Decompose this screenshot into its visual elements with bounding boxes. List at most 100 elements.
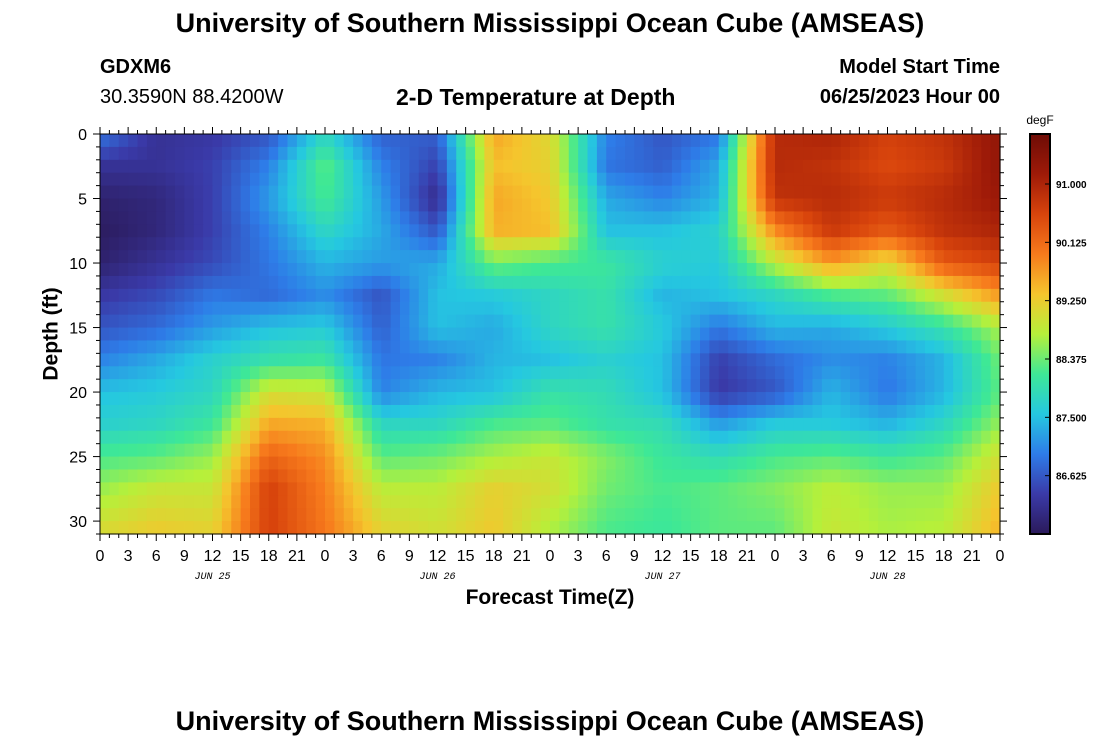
heatmap-cell (634, 392, 645, 406)
heatmap-cell (925, 288, 935, 303)
heatmap-cell (193, 288, 204, 303)
heatmap-cell (296, 237, 307, 251)
heatmap-cell (643, 456, 654, 471)
heatmap-cell (653, 301, 664, 316)
heatmap-cell (803, 469, 814, 483)
heatmap-cell (784, 250, 795, 264)
heatmap-cell (606, 366, 617, 380)
heatmap-cell (840, 482, 851, 496)
chart-title: University of Southern Mississippi Ocean… (175, 8, 925, 38)
heatmap-cell (700, 353, 710, 367)
heatmap-cell (203, 275, 214, 290)
heatmap-cell (418, 379, 429, 393)
heatmap-cell (418, 172, 429, 187)
heatmap-cell (709, 443, 720, 458)
heatmap-cell (728, 198, 739, 213)
heatmap-cell (634, 340, 645, 354)
x-tick-label: 21 (513, 548, 531, 565)
heatmap-cell (775, 443, 785, 458)
heatmap-cell (793, 508, 804, 522)
heatmap-cell (634, 224, 645, 238)
heatmap-cell (990, 263, 1001, 277)
x-tick-label: 18 (260, 548, 278, 565)
station-id: GDXM6 (100, 56, 172, 78)
heatmap-cell (643, 417, 654, 432)
heatmap-cell (362, 211, 373, 225)
heatmap-cell (362, 353, 373, 367)
heatmap-cell (821, 340, 832, 354)
heatmap-cell (259, 288, 270, 303)
heatmap-cell (512, 211, 523, 225)
heatmap-cell (850, 314, 860, 329)
heatmap-cell (390, 430, 401, 445)
heatmap-cell (821, 263, 832, 277)
heatmap-cell (315, 198, 326, 213)
heatmap-cell (334, 237, 345, 251)
heatmap-cell (531, 211, 542, 225)
heatmap-cell (550, 417, 560, 432)
heatmap-cell (137, 301, 148, 316)
heatmap-cell (165, 456, 176, 471)
heatmap-cell (306, 327, 317, 342)
heatmap-cell (296, 263, 307, 277)
heatmap-cell (718, 134, 729, 148)
heatmap-cell (671, 288, 682, 303)
heatmap-cell (137, 456, 148, 471)
heatmap-cell (334, 353, 345, 367)
heatmap-cell (756, 379, 767, 393)
heatmap-cell (578, 379, 589, 393)
heatmap-cell (540, 404, 551, 419)
heatmap-cell (981, 404, 992, 419)
heatmap-cell (362, 379, 373, 393)
heatmap-cell (268, 288, 279, 303)
heatmap-cell (128, 211, 139, 225)
heatmap-cell (165, 250, 176, 264)
heatmap-cell (268, 353, 279, 367)
x-tick-label: 21 (963, 548, 981, 565)
heatmap-cell (643, 469, 654, 483)
heatmap-cell (296, 521, 307, 535)
heatmap-cell (756, 521, 767, 535)
heatmap-cell (296, 185, 307, 200)
heatmap-cell (353, 288, 364, 303)
heatmap-cell (259, 521, 270, 535)
heatmap-cell (784, 237, 795, 251)
heatmap-cell (446, 508, 457, 522)
heatmap-cell (803, 340, 814, 354)
heatmap-cell (325, 301, 335, 316)
heatmap-cell (887, 134, 898, 148)
heatmap-cell (512, 353, 523, 367)
heatmap-cell (953, 353, 964, 367)
heatmap-cell (156, 443, 167, 458)
heatmap-cell (887, 211, 898, 225)
heatmap-cell (709, 469, 720, 483)
heatmap-cell (662, 508, 673, 522)
heatmap-cell (850, 366, 860, 380)
heatmap-cell (906, 469, 917, 483)
heatmap-cell (165, 430, 176, 445)
heatmap-cell (990, 224, 1001, 238)
heatmap-cell (653, 353, 664, 367)
heatmap-cell (943, 456, 954, 471)
heatmap-cell (343, 172, 354, 187)
heatmap-cell (868, 327, 879, 342)
heatmap-cell (137, 134, 148, 148)
heatmap-cell (118, 134, 129, 148)
heatmap-cell (109, 237, 120, 251)
heatmap-cell (250, 301, 260, 316)
heatmap-cell (765, 392, 776, 406)
heatmap-cell (718, 521, 729, 535)
heatmap-cell (990, 392, 1001, 406)
heatmap-cell (250, 392, 260, 406)
heatmap-cell (315, 250, 326, 264)
heatmap-cell (231, 443, 242, 458)
heatmap-cell (456, 134, 467, 148)
heatmap-cell (925, 134, 935, 148)
heatmap-cell (559, 301, 570, 316)
heatmap-cell (212, 314, 223, 329)
heatmap-cell (662, 275, 673, 290)
heatmap-cell (203, 366, 214, 380)
heatmap-cell (653, 443, 664, 458)
heatmap-cell (643, 508, 654, 522)
heatmap-cell (981, 521, 992, 535)
